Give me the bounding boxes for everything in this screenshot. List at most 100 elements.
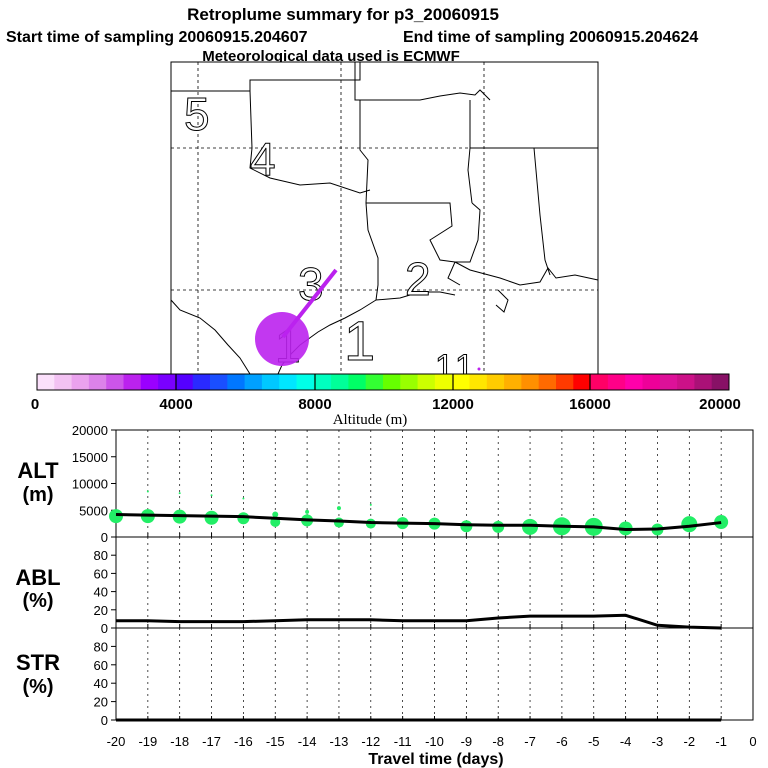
met-data-label: Meteorological data used is ECMWF — [202, 48, 460, 65]
altitude-dot — [369, 503, 372, 506]
altitude-dot — [272, 511, 279, 518]
x-tick-label: -15 — [266, 734, 285, 749]
alt-panel-label: ALT — [17, 458, 59, 483]
colorbar-swatch — [279, 374, 297, 390]
x-tick-label: -13 — [330, 734, 349, 749]
alt-series-line — [115, 513, 722, 532]
colorbar-swatch — [175, 374, 194, 390]
start-time-label: Start time of sampling 20060915.204607 — [6, 29, 308, 46]
colorbar-swatch — [417, 374, 436, 390]
x-tick-label: -9 — [461, 734, 473, 749]
str-ytick-label: 0 — [101, 713, 108, 728]
colorbar-swatch — [607, 374, 626, 390]
x-tick-label: -1 — [715, 734, 727, 749]
colorbar-swatch — [711, 374, 730, 390]
alt-ytick-label: 5000 — [79, 503, 108, 518]
x-tick-label: -10 — [425, 734, 444, 749]
abl-ytick-label: 80 — [94, 548, 108, 563]
colorbar-axis-label: Altitude (m) — [333, 412, 408, 428]
colorbar-swatch — [677, 374, 695, 390]
x-tick-label: -14 — [298, 734, 317, 749]
altitude-dot — [178, 492, 181, 495]
figure-title: Retroplume summary for p3_20060915 — [187, 5, 499, 24]
colorbar-swatch — [140, 374, 159, 390]
colorbar-swatch — [625, 374, 643, 390]
map-frame — [170, 61, 599, 375]
altitude-dot — [460, 520, 473, 533]
map-panel: 5 4 3 2 1 1 1 1 — [170, 61, 599, 387]
x-tick-label: 0 — [749, 734, 756, 749]
day-label-5: 5 — [184, 88, 210, 140]
x-tick-label: -3 — [652, 734, 664, 749]
day-label-2: 2 — [405, 253, 431, 305]
altitude-dot — [522, 518, 539, 535]
x-tick-label: -8 — [492, 734, 504, 749]
x-tick-label: -17 — [202, 734, 221, 749]
colorbar-swatch — [469, 374, 488, 390]
altitude-dot — [109, 509, 123, 524]
abl-series-line — [116, 613, 722, 630]
timeseries-panels: 0 5000 10000 15000 20000 0 20 40 60 80 0 20 40 60 80 -2… — [72, 423, 757, 749]
colorbar-swatch — [400, 374, 419, 390]
altitude-dot — [146, 490, 149, 493]
day-label-1a: 1 — [344, 309, 375, 372]
day-label-4: 4 — [250, 133, 276, 185]
colorbar-frame — [36, 373, 730, 391]
abl-ytick-label: 60 — [94, 566, 108, 581]
x-tick-label: -11 — [394, 734, 412, 749]
alt-ytick-label: 10000 — [72, 477, 108, 492]
colorbar-swatch — [694, 374, 713, 390]
str-ytick-label: 60 — [94, 658, 108, 673]
colorbar-swatch — [123, 374, 142, 390]
x-tick-label: -16 — [234, 734, 253, 749]
plume-source-blob — [255, 312, 309, 366]
colorbar-swatch — [158, 374, 176, 390]
colorbar-swatch — [244, 374, 263, 390]
alt-ytick-label: 0 — [101, 530, 108, 545]
colorbar-swatch — [521, 374, 540, 390]
colorbar-swatch — [590, 374, 609, 390]
end-time-label: End time of sampling 20060915.204624 — [403, 29, 698, 46]
x-tick-label: -20 — [107, 734, 126, 749]
colorbar-swatch — [227, 374, 246, 390]
colorbar-tick-12000: 12000 — [432, 396, 474, 413]
str-ytick-label: 20 — [94, 695, 108, 710]
colorbar-swatch — [383, 374, 401, 390]
colorbar-swatch — [434, 374, 453, 390]
str-panel-label: STR — [16, 650, 60, 675]
x-tick-label: -4 — [620, 734, 632, 749]
colorbar-swatch — [486, 374, 505, 390]
colorbar-swatch — [331, 374, 349, 390]
colorbar-swatch — [210, 374, 228, 390]
colorbar-swatch — [192, 374, 211, 390]
abl-panel-label: ABL — [15, 565, 60, 590]
altitude-colorbar — [36, 373, 730, 391]
map-borders — [170, 62, 599, 375]
colorbar-swatch — [642, 374, 661, 390]
x-tick-label: -6 — [556, 734, 568, 749]
colorbar-swatch — [106, 374, 124, 390]
colorbar-swatch — [452, 374, 470, 390]
colorbar-tick-0: 0 — [31, 396, 39, 413]
colorbar-tick-16000: 16000 — [569, 396, 611, 413]
plume-minor-dot — [477, 367, 481, 371]
x-tick-label: -2 — [684, 734, 696, 749]
colorbar-swatch — [37, 374, 55, 390]
colorbar-tick-4000: 4000 — [159, 396, 192, 413]
altitude-dot — [681, 516, 698, 533]
colorbar-swatch — [538, 374, 557, 390]
altitude-dot — [714, 515, 729, 530]
colorbar-swatch — [71, 374, 90, 390]
abl-ytick-label: 0 — [101, 621, 108, 636]
colorbar-swatch — [261, 374, 280, 390]
altitude-dot — [204, 510, 219, 525]
altitude-dot — [336, 506, 341, 511]
colorbar-swatch — [296, 374, 315, 390]
alt-ytick-label: 15000 — [72, 450, 108, 465]
colorbar-swatch — [556, 374, 574, 390]
x-axis-label: Travel time (days) — [368, 751, 503, 768]
colorbar-swatch — [88, 374, 107, 390]
colorbar-swatch — [313, 374, 332, 390]
colorbar-tick-8000: 8000 — [298, 396, 331, 413]
